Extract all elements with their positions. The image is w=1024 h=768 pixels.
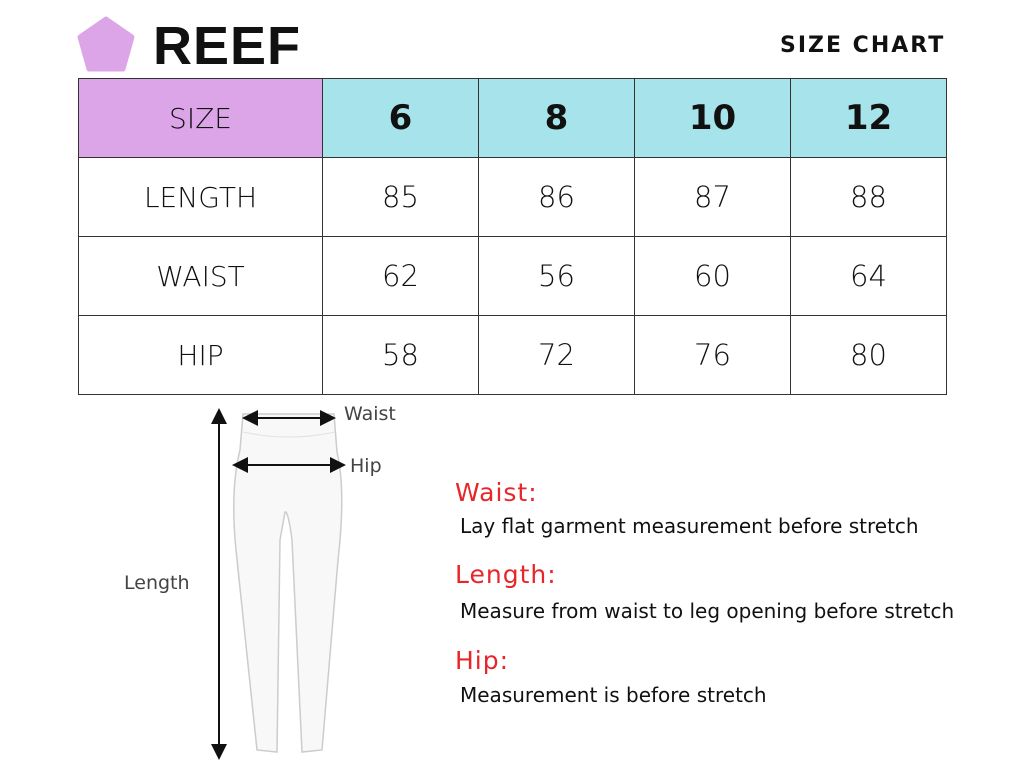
note-heading-waist: Waist: bbox=[455, 478, 538, 507]
size-table: SIZE 6 8 10 12 LENGTH 85 86 87 88 WAIST … bbox=[78, 78, 947, 395]
table-cell: 85 bbox=[322, 157, 479, 237]
table-cell: 76 bbox=[634, 315, 791, 395]
waist-label: Waist bbox=[344, 403, 396, 425]
note-text-hip: Measurement is before stretch bbox=[460, 683, 767, 707]
row-label: WAIST bbox=[78, 236, 323, 316]
leggings-illustration bbox=[233, 413, 343, 753]
table-cell: 62 bbox=[322, 236, 479, 316]
table-cell: 86 bbox=[478, 157, 635, 237]
size-cell: 12 bbox=[790, 78, 947, 158]
table-cell: 60 bbox=[634, 236, 791, 316]
table-cell: 64 bbox=[790, 236, 947, 316]
table-header-row: SIZE 6 8 10 12 bbox=[78, 78, 947, 158]
row-label: LENGTH bbox=[78, 157, 323, 237]
table-cell: 88 bbox=[790, 157, 947, 237]
table-cell: 72 bbox=[478, 315, 635, 395]
leggings-diagram bbox=[211, 408, 346, 760]
chart-title: SIZE CHART bbox=[780, 33, 946, 58]
note-heading-length: Length: bbox=[455, 560, 557, 589]
length-label: Length bbox=[124, 572, 190, 594]
brand-name: REEF bbox=[153, 16, 302, 76]
size-cell: 6 bbox=[322, 78, 479, 158]
table-cell: 80 bbox=[790, 315, 947, 395]
table-row: HIP 58 72 76 80 bbox=[78, 315, 947, 395]
note-text-length: Measure from waist to leg opening before… bbox=[460, 599, 955, 623]
table-cell: 56 bbox=[478, 236, 635, 316]
size-cell: 8 bbox=[478, 78, 635, 158]
table-cell: 58 bbox=[322, 315, 479, 395]
table-row: LENGTH 85 86 87 88 bbox=[78, 157, 947, 237]
table-row: WAIST 62 56 60 64 bbox=[78, 236, 947, 316]
note-text-waist: Lay flat garment measurement before stre… bbox=[460, 514, 919, 538]
hip-label: Hip bbox=[350, 455, 382, 477]
note-heading-hip: Hip: bbox=[455, 646, 510, 675]
size-header: SIZE bbox=[78, 78, 323, 158]
table-cell: 87 bbox=[634, 157, 791, 237]
row-label: HIP bbox=[78, 315, 323, 395]
pentagon-logo-icon bbox=[77, 16, 135, 72]
size-cell: 10 bbox=[634, 78, 791, 158]
